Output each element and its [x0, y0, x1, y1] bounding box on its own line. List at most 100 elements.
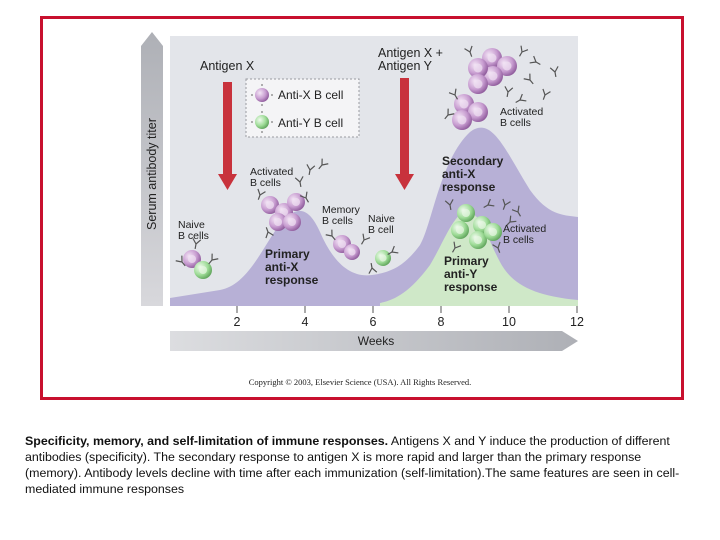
antibody-icon — [265, 227, 274, 239]
x-axis-arrow — [170, 331, 578, 351]
antibody-icon — [444, 199, 454, 211]
activated-b-cell-y-nucleus — [461, 208, 471, 218]
primary-anti-x-line3: response — [265, 273, 319, 287]
activated-b-cell-x-nucleus — [502, 61, 512, 71]
primary-anti-y-line3: response — [444, 280, 498, 294]
memory-b-cells-line2: B cells — [322, 215, 353, 227]
naive-b-cell-y-nucleus — [379, 254, 387, 262]
memory-b-cells-line1: Memory — [322, 204, 361, 216]
activated-b-cell-x-nucleus — [473, 63, 483, 73]
naive-b-cell-label-2: B cell — [368, 224, 394, 236]
antigen-xy-label-line2: Antigen Y — [378, 59, 433, 73]
antibody-icon — [387, 245, 399, 256]
antibody-icon — [368, 262, 378, 274]
activated-b-cell-y-nucleus — [477, 220, 487, 230]
antibody-icon — [504, 86, 514, 98]
legend-anti-y-cell-icon — [255, 115, 269, 129]
secondary-anti-x-line3: response — [442, 180, 496, 194]
antibody-icon — [444, 108, 455, 120]
legend: Anti-X B cell Anti-Y B cell — [245, 78, 360, 138]
antibody-icon — [483, 198, 495, 209]
antibody-icon — [192, 238, 202, 250]
antibody-icon — [208, 253, 219, 265]
antibody-icon — [518, 45, 529, 57]
x-tick-12: 12 — [570, 315, 584, 329]
antibody-icon — [549, 66, 559, 78]
memory-b-cell-x-nucleus — [348, 248, 356, 256]
primary-anti-y-line1: Primary — [444, 254, 489, 268]
memory-b-cell-x-nucleus — [337, 239, 347, 249]
antibody-icon — [515, 93, 527, 104]
antibody-icon — [523, 73, 534, 85]
antibody-icon — [299, 191, 310, 203]
naive-b-cells-label-1: Naive — [178, 219, 205, 231]
antibody-icon — [294, 176, 304, 188]
caption-bold: Specificity, memory, and self-limitation… — [25, 434, 389, 448]
antigen-xy-arrow — [395, 78, 414, 190]
antibody-icon — [511, 205, 522, 217]
legend-anti-y-label: Anti-Y B cell — [278, 116, 343, 130]
activated-b-cell-x-nucleus — [287, 217, 297, 227]
naive-b-cells-label-2: B cells — [178, 230, 209, 242]
legend-anti-x-cell-icon — [255, 88, 269, 102]
primary-anti-x-line1: Primary — [265, 247, 310, 261]
activated-b-cell-x-nucleus — [488, 71, 498, 81]
secondary-anti-x-line1: Secondary — [442, 154, 504, 168]
x-tick-6: 6 — [370, 315, 377, 329]
anti-y-antibody-area — [380, 211, 578, 306]
activated-b-cells-2-line2: B cells — [500, 117, 531, 129]
x-tick-8: 8 — [438, 315, 445, 329]
x-axis-label: Weeks — [358, 334, 394, 348]
primary-anti-y-line2: anti-Y — [444, 267, 477, 281]
secondary-anti-x-line2: anti-X — [442, 167, 475, 181]
activated-b-cell-x-nucleus — [265, 200, 275, 210]
y-axis-label: Serum antibody titer — [145, 118, 159, 230]
antibody-icon — [360, 233, 371, 245]
activated-b-cell-x-nucleus — [273, 217, 283, 227]
activated-b-cell-x-nucleus — [473, 79, 483, 89]
antibody-icon — [448, 88, 459, 100]
copyright: Copyright © 2003, Elsevier Science (USA)… — [249, 377, 471, 387]
antibody-icon — [306, 164, 316, 176]
antibody-icon — [257, 188, 266, 200]
antibody-icon — [542, 88, 551, 100]
activated-b-cells-2-line1: Activated — [500, 106, 543, 118]
x-axis-ticks — [236, 306, 578, 313]
activated-b-cell-y-nucleus — [488, 227, 498, 237]
y-axis-arrow — [141, 32, 163, 306]
antibody-icon — [325, 229, 336, 241]
immune-response-diagram: Serum antibody titer 2 4 6 8 10 12 Weeks… — [141, 32, 584, 387]
naive-b-cell-x-nucleus — [187, 254, 197, 264]
primary-anti-x-line2: anti-X — [265, 260, 298, 274]
antigen-xy-label-line1: Antigen X + — [378, 46, 443, 60]
antibody-icon — [529, 55, 541, 66]
antigen-x-label: Antigen X — [200, 59, 255, 73]
activated-b-cell-x-nucleus — [457, 115, 467, 125]
naive-b-cell-y-nucleus — [198, 265, 208, 275]
activated-b-cells-3-line1: Activated — [503, 223, 546, 235]
antibody-icon — [492, 241, 501, 253]
x-tick-4: 4 — [302, 315, 309, 329]
activated-b-cells-1-line1: Activated — [250, 166, 293, 178]
antibody-icon — [175, 255, 186, 267]
activated-b-cell-y-nucleus — [473, 235, 483, 245]
activated-b-cells-3-line2: B cells — [503, 234, 534, 246]
activated-b-cell-x-nucleus — [459, 99, 469, 109]
antibody-icon — [506, 215, 517, 226]
x-tick-10: 10 — [502, 315, 516, 329]
x-tick-2: 2 — [234, 315, 241, 329]
antibody-icon — [464, 45, 473, 57]
b-cell-clusters — [175, 45, 559, 279]
antibody-icon — [451, 241, 462, 253]
activated-b-cell-x-nucleus — [291, 197, 301, 207]
activated-b-cells-1-line2: B cells — [250, 177, 281, 189]
antibody-icon — [502, 198, 511, 210]
activated-b-cell-y-nucleus — [455, 225, 465, 235]
antigen-x-arrow — [218, 82, 237, 190]
antibody-icon — [318, 158, 329, 170]
caption-text: Antigens X and Y induce the production o… — [25, 434, 680, 496]
activated-b-cell-x-nucleus — [473, 107, 483, 117]
figure-caption: Specificity, memory, and self-limitation… — [25, 433, 697, 497]
naive-b-cell-label-1: Naive — [368, 213, 395, 225]
legend-anti-x-label: Anti-X B cell — [278, 88, 343, 102]
